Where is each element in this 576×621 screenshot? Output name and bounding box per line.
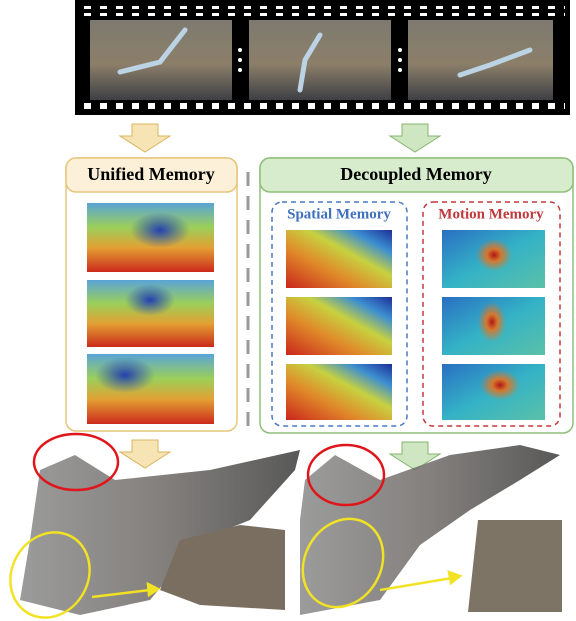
highlight-circle <box>32 432 120 492</box>
point-cloud <box>300 445 560 615</box>
spatial-box <box>271 201 408 427</box>
dancer <box>117 27 533 93</box>
highlight-circle <box>9 531 91 619</box>
unified-title: Unified Memory <box>87 164 214 184</box>
decoupled-title: Decoupled Memory <box>340 164 491 184</box>
unified-heatmaps <box>87 203 214 424</box>
motion-title: Motion Memory <box>438 206 544 222</box>
ellipsis-dots <box>238 48 402 72</box>
arrow-down <box>118 123 172 153</box>
motion-box <box>422 201 561 427</box>
zoom-arrow <box>91 570 463 599</box>
motion-heatmaps <box>442 230 545 420</box>
arrow-down <box>118 439 172 469</box>
spatial-title: Spatial Memory <box>287 206 391 222</box>
unified-header <box>65 157 238 193</box>
reconstruction-view <box>468 520 562 612</box>
sprocket-holes <box>80 101 565 111</box>
arrow-down <box>388 123 442 153</box>
highlight-circle <box>306 443 386 507</box>
spatial-heatmaps <box>286 230 392 420</box>
reconstruction-view <box>160 525 285 610</box>
sprocket-holes <box>80 6 565 16</box>
arrow-down <box>388 441 442 471</box>
decoupled-header <box>259 157 574 193</box>
video-frame <box>249 20 391 100</box>
video-frame <box>408 20 553 100</box>
highlight-circle <box>301 517 385 609</box>
